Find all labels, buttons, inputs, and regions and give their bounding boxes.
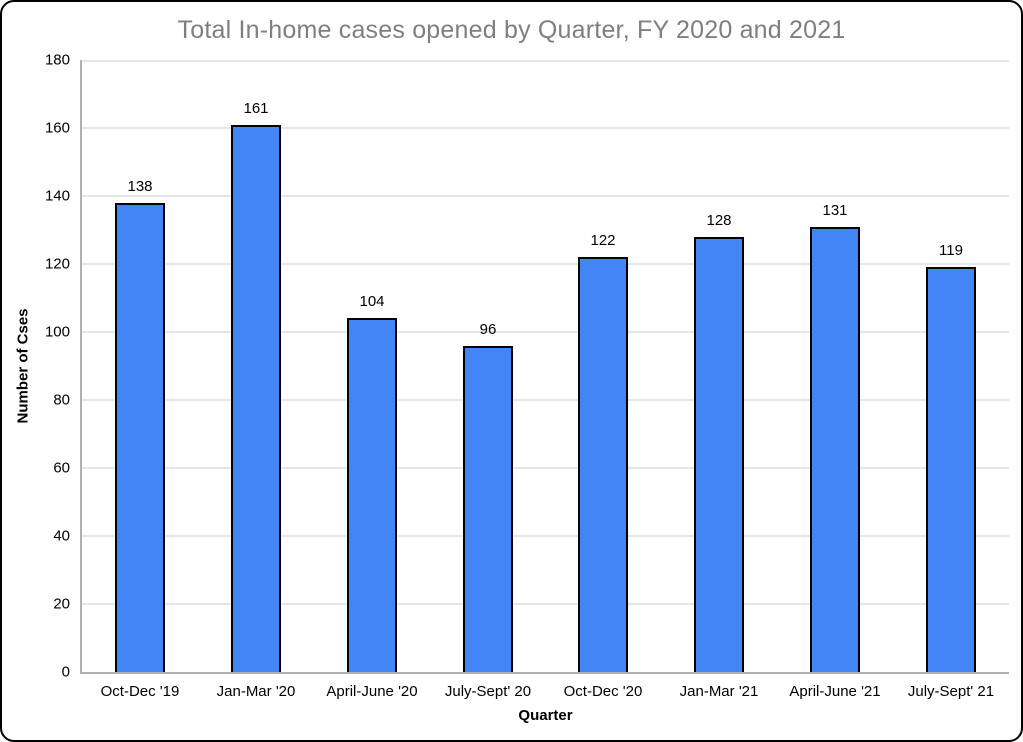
gridline [82,535,1009,537]
y-tick-label: 100 [44,323,70,341]
bar-value-label: 138 [127,178,153,195]
gridline [82,331,1009,333]
x-tick-label: Oct-Dec '20 [563,683,643,700]
y-tick-label: 140 [44,187,70,205]
y-tick-label: 120 [44,255,70,273]
bar [347,318,397,672]
bar [694,237,744,672]
y-tick-label: 20 [53,595,70,613]
bar-value-label: 104 [359,293,385,310]
y-tick-label: 180 [44,51,70,69]
x-tick-label: Jan-Mar '21 [679,683,759,700]
bar [810,227,860,672]
x-tick-label: July-Sept' 20 [444,683,532,700]
bar-value-label: 122 [590,232,616,249]
y-tick-label: 0 [61,663,70,681]
x-tick-label: April-June '21 [789,683,881,700]
gridline [82,603,1009,605]
x-tick-label: Oct-Dec '19 [100,683,180,700]
x-tick-label: July-Sept' 21 [907,683,995,700]
bar [926,267,976,672]
bar-value-label: 119 [939,242,963,259]
gridline [82,127,1009,129]
bar [578,257,628,672]
bar [231,125,281,672]
bar [463,346,513,672]
y-tick-label: 60 [53,459,70,477]
gridline [82,195,1009,197]
bar-value-label: 161 [243,100,269,117]
y-tick-label: 40 [53,527,70,545]
bar-value-label: 96 [479,321,497,338]
plot-area: Quarter 0 20 40 60 80 100 120 140 160 180 138 Oct-D… [45,52,1009,724]
bar-value-label: 128 [706,212,732,229]
y-axis-title: Number of Cses [14,308,32,424]
gridline [82,263,1009,265]
bar [115,203,165,672]
chart-title: Total In-home cases opened by Quarter, F… [177,16,846,44]
gridline [82,399,1009,401]
x-tick-label: Jan-Mar '20 [216,683,296,700]
x-axis-title: Quarter [518,707,573,724]
bar-value-label: 131 [822,202,848,219]
y-tick-label: 160 [44,119,70,137]
y-tick-label: 80 [53,391,70,409]
gridline [82,60,1009,62]
x-tick-label: April-June '20 [326,683,418,700]
gridline [82,467,1009,469]
